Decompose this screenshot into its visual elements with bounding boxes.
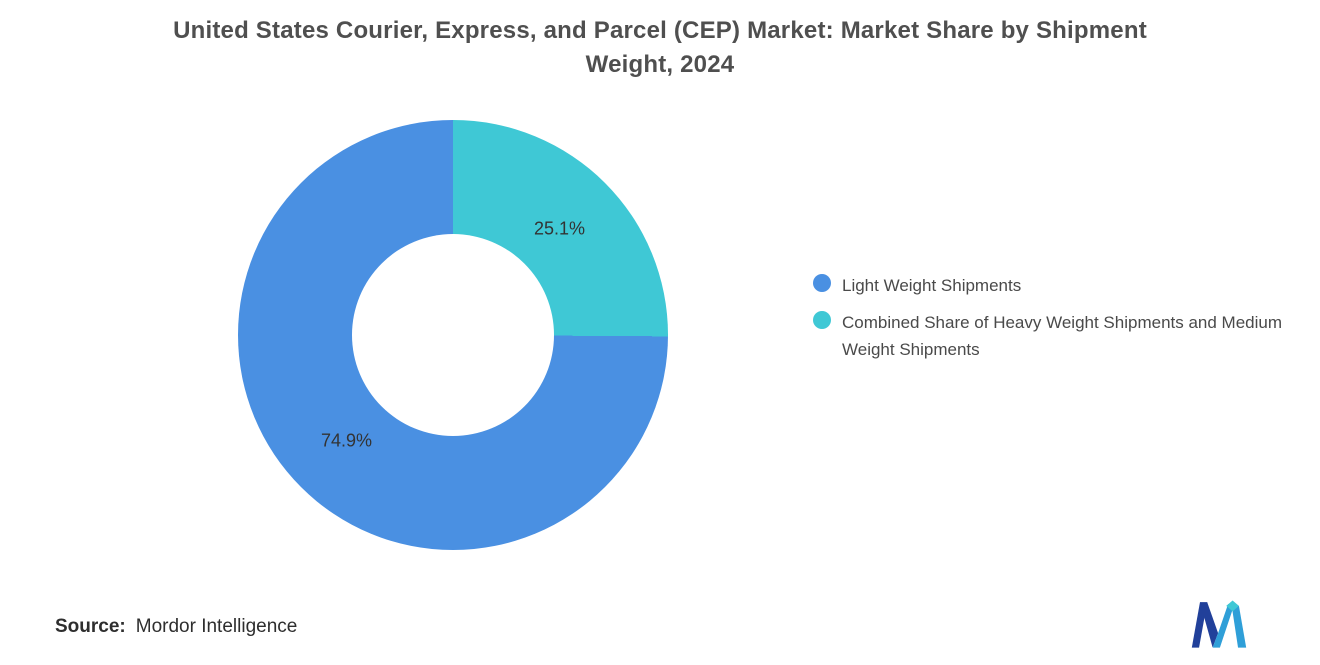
legend-item: Light Weight Shipments	[813, 272, 1312, 300]
mordor-intelligence-logo	[1191, 600, 1247, 648]
source-label: Source:	[55, 616, 126, 637]
slice-label: 74.9%	[320, 430, 373, 451]
chart-title: United States Courier, Express, and Parc…	[173, 17, 1147, 79]
legend-swatch	[813, 274, 831, 292]
donut-chart-area: 25.1% 74.9%	[238, 120, 668, 550]
source-value: Mordor Intelligence	[135, 616, 298, 637]
source-line: Source: Mordor Intelligence	[55, 616, 297, 638]
legend: Light Weight Shipments Combined Share of …	[813, 272, 1312, 364]
legend-swatch	[813, 310, 831, 329]
legend-label: Combined Share of Heavy Weight Shipments…	[842, 312, 1283, 360]
legend-item: Combined Share of Heavy Weight Shipments…	[813, 309, 1312, 364]
legend-label: Light Weight Shipments	[842, 276, 1022, 295]
donut-hole	[352, 234, 554, 436]
slice-label: 25.1%	[533, 218, 586, 239]
